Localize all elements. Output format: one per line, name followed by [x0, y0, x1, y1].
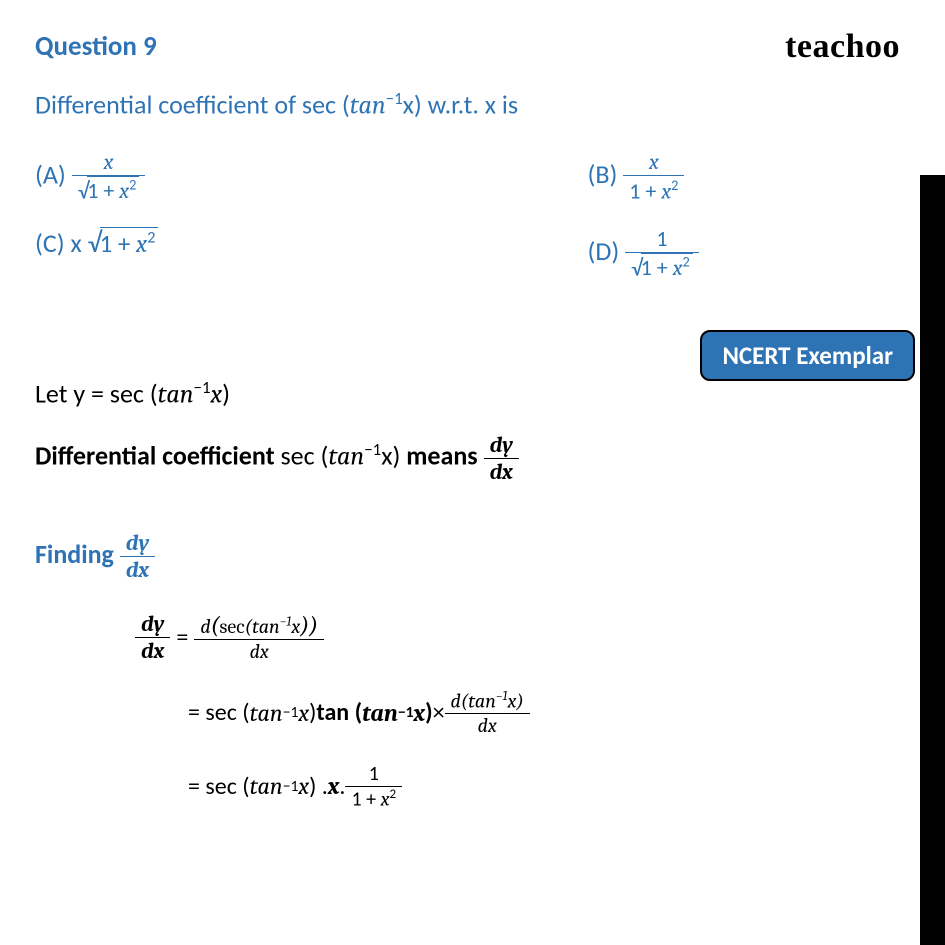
s2-eq: = sec (	[188, 698, 250, 727]
s1-d: d	[200, 615, 210, 638]
s2-rfn: tan	[468, 690, 496, 713]
s1-sec: sec	[220, 615, 245, 638]
solution-line-2: Differential coefficient sec (tan−1x) me…	[35, 432, 885, 485]
s2-exp2: −1	[398, 703, 414, 722]
s3-var: x	[298, 772, 309, 800]
s3-eq: = sec (	[188, 772, 250, 801]
s1-o2: (	[245, 615, 252, 638]
question-prompt: Differential coefficient of sec (tan−1x)…	[35, 88, 885, 121]
s2-rexp: −1	[496, 689, 508, 704]
option-d-label: (D)	[588, 235, 626, 267]
sol2-mid: sec (	[275, 440, 329, 472]
source-badge: NCERT Exemplar	[700, 330, 915, 381]
sol2-var: x	[381, 440, 392, 472]
option-a-label: (A)	[35, 158, 72, 190]
prompt-post: ) w.r.t. x is	[414, 89, 518, 121]
work-block: dy dx = d(sec(tan−1x)) dx = sec (tan−1x)…	[135, 611, 885, 811]
work-step-2: = sec (tan−1x) tan (tan−1x) × d(tan−1x) …	[188, 689, 885, 737]
s2-fn2: tan	[362, 699, 398, 727]
option-c-label: (C) x	[35, 227, 88, 259]
option-d-num: 1	[625, 225, 699, 252]
finding-dx: dx	[120, 556, 155, 583]
option-d: (D) 1 √1 + x2	[588, 225, 886, 282]
option-a: (A) x √1 + x2	[35, 149, 460, 205]
s1-rden: dx	[194, 639, 324, 663]
s2-times: ×	[433, 698, 445, 727]
prompt-exp: −1	[386, 88, 403, 109]
s3-x: x	[328, 772, 340, 800]
s2-var2: x	[414, 699, 426, 727]
s1-o: (	[211, 611, 220, 639]
s3-exp: −1	[283, 777, 299, 796]
solution-line-1: Let y = sec (tan−1x)	[35, 377, 885, 410]
option-c: (C) x √1 + x2	[35, 225, 460, 282]
s2-c2: )	[425, 698, 432, 727]
s2-rpre: d(	[451, 690, 469, 713]
s2-tanb: tan (	[316, 698, 362, 727]
sol1-fn: tan	[158, 380, 194, 410]
s1-eq: =	[176, 623, 188, 652]
finding-dy: dy	[120, 530, 155, 556]
s2-mid: )	[309, 698, 316, 727]
s3-fn: tan	[250, 772, 283, 800]
sol2-dx: dx	[484, 458, 519, 485]
prompt-pre: Differential coefficient of sec (	[35, 89, 350, 121]
option-d-den-var: x	[673, 255, 683, 281]
s2-rc: )	[516, 690, 523, 713]
s3-mid: ) .	[309, 772, 328, 801]
right-sidebar	[920, 175, 945, 945]
s1-fn: tan	[252, 615, 280, 638]
option-b-label: (B)	[588, 158, 624, 190]
s1-var: x	[291, 615, 300, 638]
option-d-den-exp: 2	[683, 253, 690, 271]
s3-num: 1	[345, 762, 402, 786]
s3-dpre: 1 +	[351, 787, 380, 811]
options-row-1: (A) x √1 + x2 (B) x 1 + x2	[35, 149, 885, 205]
option-b-den-pre: 1 +	[629, 177, 661, 204]
work-step-3: = sec (tan−1x) . x . 1 1 + x2	[188, 762, 885, 812]
s1-c: ))	[300, 611, 318, 639]
option-a-den-var: x	[119, 178, 129, 204]
options-row-2: (C) x √1 + x2 (D) 1 √1 + x2	[35, 225, 885, 282]
sol2-pre: Differential coefficient	[35, 440, 275, 472]
solution-block: Let y = sec (tan−1x) Differential coeffi…	[35, 377, 885, 485]
s1-lhs-num: dy	[135, 611, 170, 637]
prompt-var: x	[403, 89, 414, 121]
s3-dvar: x	[381, 787, 390, 810]
option-d-den-pre: 1 +	[641, 254, 673, 281]
option-b-den-exp: 2	[671, 176, 678, 194]
s2-fn1: tan	[250, 699, 283, 727]
s1-lhs-den: dx	[135, 637, 170, 664]
option-a-den-exp: 2	[129, 176, 136, 194]
option-c-body-pre: 1 +	[100, 228, 136, 259]
s2-exp1: −1	[283, 703, 299, 722]
option-b-den-var: x	[661, 178, 671, 204]
prompt-fn: tan	[350, 91, 386, 121]
sol2-exp: −1	[364, 439, 381, 460]
option-c-body-var: x	[136, 230, 147, 259]
option-b: (B) x 1 + x2	[588, 149, 886, 205]
work-step-1: dy dx = d(sec(tan−1x)) dx	[135, 611, 885, 664]
sol1-exp: −1	[194, 377, 211, 398]
sol1-post: )	[222, 378, 230, 410]
s1-exp: −1	[280, 615, 292, 630]
sol1-pre: Let y = sec (	[35, 378, 158, 410]
finding-label: Finding	[35, 538, 120, 570]
sol2-mid2: )	[393, 440, 407, 472]
option-a-den-pre: 1 +	[87, 177, 119, 204]
s2-var1: x	[298, 699, 309, 727]
sol2-fn: tan	[328, 442, 364, 472]
finding-heading: Finding dy dx	[35, 530, 885, 583]
s2-rden: dx	[445, 713, 530, 737]
question-number: Question 9	[35, 30, 885, 63]
brand-logo: teachoo	[785, 28, 900, 66]
option-c-body-exp: 2	[147, 229, 155, 248]
sol2-dy: dy	[484, 432, 519, 458]
s3-dexp: 2	[390, 787, 397, 802]
option-b-num: x	[623, 149, 684, 175]
sol2-means: means	[406, 440, 483, 472]
option-a-num: x	[72, 149, 146, 175]
sol1-var: x	[211, 380, 223, 410]
